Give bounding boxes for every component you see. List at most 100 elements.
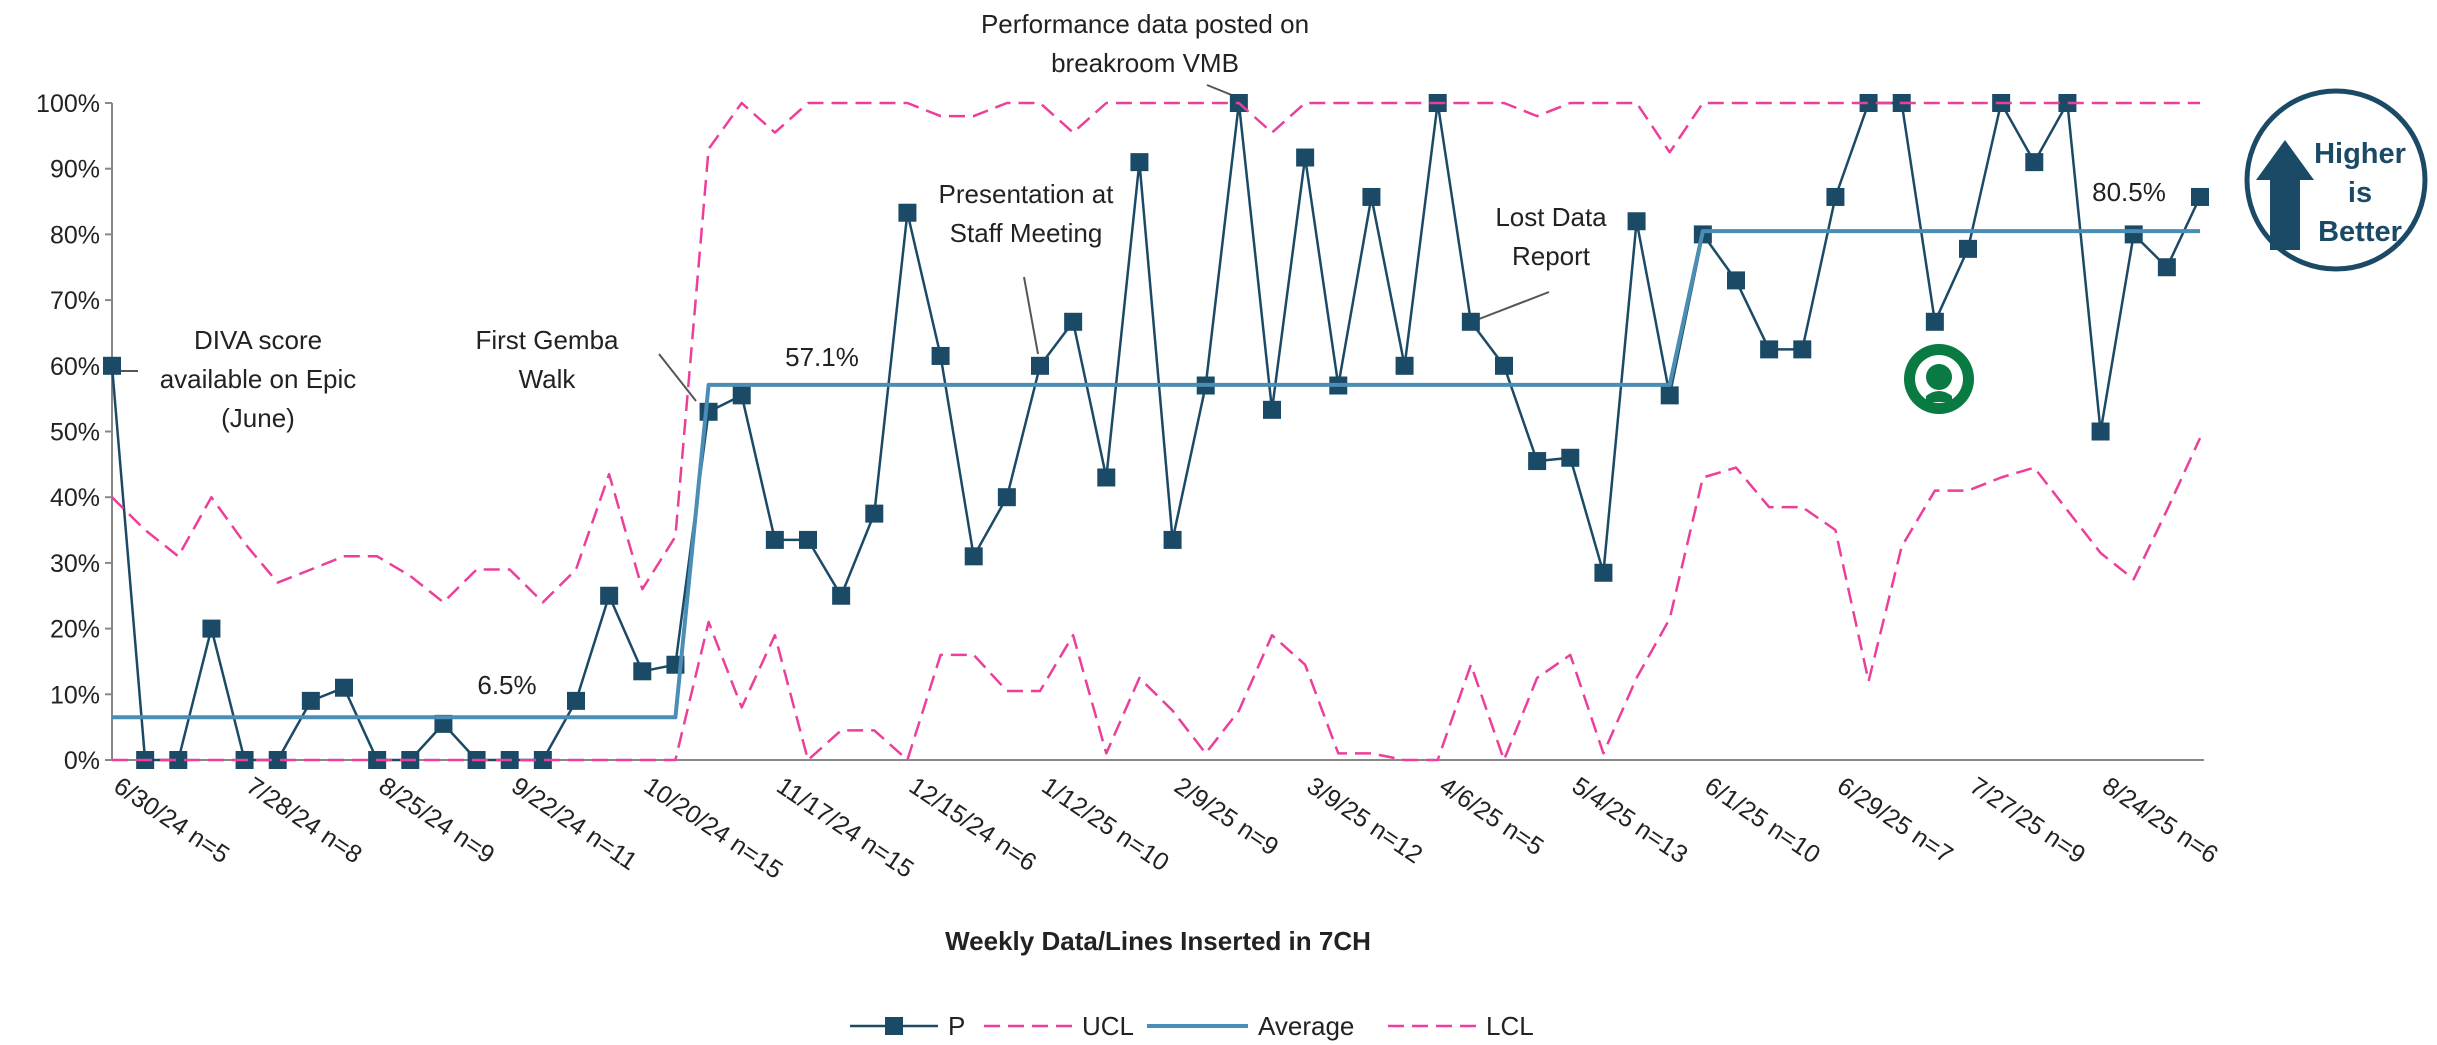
point-marker <box>202 619 221 638</box>
point-marker <box>1594 563 1613 582</box>
legend-label: P <box>948 1011 965 1041</box>
x-tick-label: 7/28/24 n=8 <box>241 772 367 869</box>
series-line <box>112 437 2202 762</box>
x-tick-label: 8/25/24 n=9 <box>374 772 500 869</box>
leader <box>1023 276 1039 355</box>
point-marker <box>434 714 453 733</box>
x-tick-label: 6/29/25 n=7 <box>1832 772 1958 869</box>
point-marker <box>1263 400 1281 419</box>
point-marker <box>1362 187 1381 206</box>
point-marker <box>1097 468 1116 487</box>
point-marker <box>997 488 1016 507</box>
point-marker <box>1660 386 1679 405</box>
y-tick-label: 90% <box>50 156 100 184</box>
badge-text: Better <box>2318 216 2402 248</box>
annotation: Presentation at <box>939 179 1115 209</box>
point-marker <box>832 586 851 605</box>
x-tick-label: 11/17/24 n=15 <box>772 772 919 884</box>
point-marker <box>732 386 751 405</box>
point-marker <box>2025 153 2044 172</box>
point-marker <box>1925 312 1944 331</box>
annotation: First Gemba <box>475 325 619 355</box>
legend-label: Average <box>1258 1011 1354 1041</box>
y-tick-label: 60% <box>50 353 100 381</box>
leader <box>1478 291 1550 320</box>
point-marker <box>268 751 287 769</box>
logo <box>1904 344 1974 414</box>
annotation: 6.5% <box>477 670 536 700</box>
point-marker <box>765 530 784 549</box>
point-marker <box>1130 153 1149 172</box>
point-marker <box>898 203 917 222</box>
y-tick-label: 20% <box>50 616 100 644</box>
point-marker <box>1528 452 1547 471</box>
legend-label: LCL <box>1486 1011 1534 1041</box>
annotation: Walk <box>519 364 577 394</box>
point-marker <box>1859 94 1878 112</box>
point-marker <box>1395 356 1414 375</box>
x-tick-label: 6/1/25 n=10 <box>1700 772 1826 869</box>
x-tick-label: 3/9/25 n=12 <box>1302 772 1428 869</box>
x-tick-label: 5/4/25 n=13 <box>1567 772 1693 869</box>
point-marker <box>533 751 552 769</box>
point-marker <box>1495 356 1513 375</box>
point-marker <box>799 530 817 549</box>
point-marker <box>1561 448 1580 467</box>
point-marker <box>964 547 983 566</box>
point-marker <box>1826 187 1845 206</box>
annotation: Performance data posted on <box>981 9 1309 39</box>
point-marker <box>1959 239 1977 258</box>
badge: Higher is Better <box>2244 88 2428 272</box>
point-marker <box>1760 340 1779 359</box>
annotation: breakroom VMB <box>1051 48 1239 78</box>
badge-text: is <box>2348 177 2372 209</box>
leader <box>658 353 697 402</box>
y-tick-label: 40% <box>50 484 100 512</box>
y-tick-label: 100% <box>36 90 100 118</box>
x-tick-label: 6/30/24 n=5 <box>109 772 235 869</box>
x-axis-title: Weekly Data/Lines Inserted in 7CH <box>945 926 1371 956</box>
y-tick-label: 10% <box>50 681 100 709</box>
point-marker <box>2157 258 2176 277</box>
point-marker <box>600 586 619 605</box>
legend-marker <box>885 1017 903 1035</box>
annotation: 57.1% <box>785 342 859 372</box>
point-marker <box>2124 225 2143 244</box>
series-line <box>112 229 2200 720</box>
y-tick-label: 0% <box>64 747 100 775</box>
y-tick-label: 50% <box>50 419 100 447</box>
point-marker <box>2058 94 2077 112</box>
point-marker <box>169 751 188 769</box>
point-marker <box>2091 422 2110 441</box>
point-marker <box>931 346 950 365</box>
point-marker <box>301 691 320 710</box>
y-tick-label: 80% <box>50 221 100 249</box>
point-marker <box>1461 312 1480 331</box>
x-tick-label: 1/12/25 n=10 <box>1037 772 1174 877</box>
point-marker <box>335 678 353 697</box>
annotation: DIVA score <box>194 325 322 355</box>
x-tick-label: 8/24/25 n=6 <box>2097 772 2223 869</box>
series-line <box>111 101 2200 604</box>
point-marker <box>865 504 884 523</box>
point-marker <box>1296 148 1315 167</box>
x-tick-label: 12/15/24 n=6 <box>904 772 1041 877</box>
y-tick-label: 70% <box>50 287 100 315</box>
annotation: Lost Data <box>1495 202 1607 232</box>
point-marker <box>1163 530 1182 549</box>
point-marker <box>1793 340 1812 359</box>
point-marker <box>2191 187 2209 206</box>
series-line <box>110 101 2202 762</box>
y-tick-label: 30% <box>50 550 100 578</box>
annotation: Staff Meeting <box>950 218 1103 248</box>
point-marker <box>1627 212 1646 231</box>
annotation: (June) <box>221 403 295 433</box>
legend-label: UCL <box>1082 1011 1134 1041</box>
x-tick-label: 4/6/25 n=5 <box>1434 772 1548 862</box>
x-tick-label: 9/22/24 n=11 <box>506 772 642 876</box>
point-marker <box>1031 356 1049 375</box>
x-tick-label: 10/20/24 n=15 <box>639 772 788 885</box>
annotation: available on Epic <box>160 364 357 394</box>
